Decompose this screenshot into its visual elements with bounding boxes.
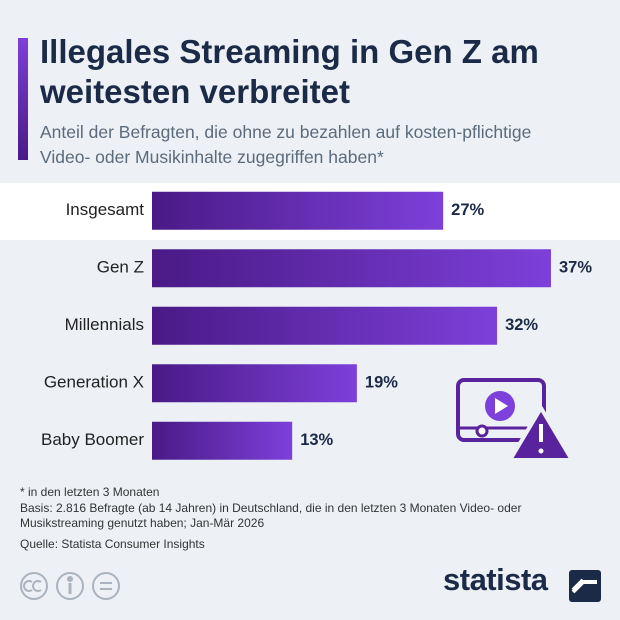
source-note: Quelle: Statista Consumer Insights bbox=[20, 537, 205, 551]
value-label: 32% bbox=[505, 316, 538, 334]
category-label: Generation X bbox=[44, 373, 144, 392]
bar bbox=[152, 364, 357, 403]
bar bbox=[152, 191, 444, 230]
logo: statista bbox=[443, 562, 548, 597]
category-label: Insgesamt bbox=[66, 200, 145, 219]
warning-icon bbox=[456, 378, 574, 462]
bar bbox=[152, 306, 498, 345]
value-label: 19% bbox=[365, 374, 398, 392]
chart-subtitle: Anteil der Befragten, die ohne zu bezahl… bbox=[40, 122, 532, 167]
logo-mark bbox=[569, 570, 601, 602]
bar bbox=[152, 249, 551, 288]
footnote: * in den letzten 3 Monaten bbox=[20, 485, 160, 499]
bar bbox=[152, 421, 293, 460]
value-label: 13% bbox=[300, 431, 333, 449]
accent-bar bbox=[18, 38, 28, 160]
category-label: Millennials bbox=[65, 315, 144, 334]
chart-title: Illegales Streaming in Gen Z am weiteste… bbox=[40, 33, 539, 110]
value-label: 27% bbox=[451, 201, 484, 219]
category-label: Baby Boomer bbox=[41, 430, 144, 449]
chart: Insgesamt 27% Gen Z 37% Millennials 32% Genera… bbox=[0, 183, 620, 462]
category-label: Gen Z bbox=[97, 258, 144, 277]
license-icons bbox=[20, 572, 120, 600]
basis-note: Basis: 2.816 Befragte (ab 14 Jahren) in … bbox=[20, 501, 522, 530]
value-label: 37% bbox=[559, 259, 592, 277]
